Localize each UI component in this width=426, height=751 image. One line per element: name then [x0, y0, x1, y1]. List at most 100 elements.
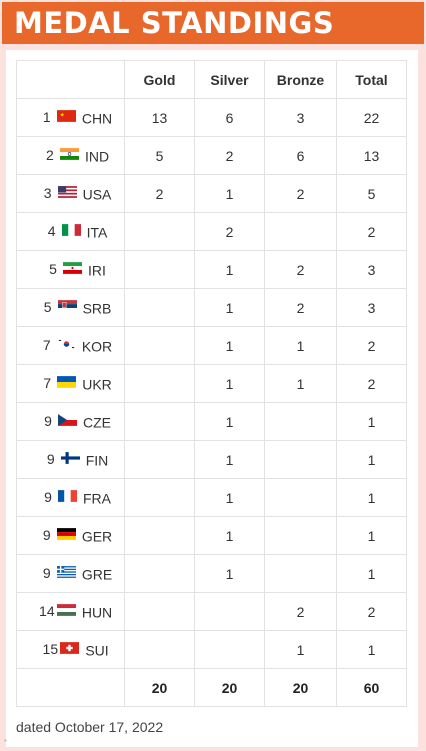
bronze-count [264, 554, 337, 593]
bronze-count: 2 [264, 592, 337, 631]
bronze-count: 3 [264, 98, 337, 137]
silver-count: 1 [194, 440, 265, 479]
gold-count [124, 364, 195, 403]
team-cell: 4 ITA [16, 212, 125, 251]
medal-table: Gold Silver Bronze Total 1 ★ CHN 13 6 3 22 2 IND… [16, 60, 407, 707]
table-row: 5 SRB 1 2 3 [16, 288, 407, 327]
table-row: 2 IND 5 2 6 13 [16, 136, 407, 175]
header-bronze: Bronze [264, 60, 337, 99]
team-cell: 9 GRE [16, 554, 125, 593]
bronze-count: 6 [264, 136, 337, 175]
team-cell: 2 IND [16, 136, 125, 175]
team-cell: 15 SUI [16, 630, 125, 669]
totals-label [16, 668, 125, 707]
country-code: SUI [85, 642, 109, 659]
header-banner: MEDAL STANDINGS [2, 2, 424, 44]
rank: 5 [43, 298, 52, 315]
rank: 4 [47, 222, 56, 239]
silver-count: 1 [194, 364, 265, 403]
total-count: 5 [336, 174, 407, 213]
bronze-count: 2 [264, 250, 337, 289]
team-cell: 5 SRB [16, 288, 125, 327]
bronze-count [264, 478, 337, 517]
team-cell: 14 HUN [16, 592, 125, 631]
gold-count: 2 [124, 174, 195, 213]
silver-count: 2 [194, 136, 265, 175]
bronze-count [264, 440, 337, 479]
gold-count [124, 250, 195, 289]
total-count: 3 [336, 250, 407, 289]
silver-count [194, 592, 265, 631]
page-title: MEDAL STANDINGS [14, 6, 335, 40]
svg-text:★: ★ [60, 113, 65, 119]
silver-count: 1 [194, 250, 265, 289]
team-cell: 3 USA [16, 174, 125, 213]
total-count: 2 [336, 592, 407, 631]
rank: 9 [44, 488, 52, 505]
header-total: Total [336, 60, 407, 99]
total-count: 2 [336, 212, 407, 251]
bronze-count: 2 [264, 288, 337, 327]
rank: 9 [42, 564, 51, 581]
silver-count: 1 [194, 288, 265, 327]
table-row: 9 GRE 1 1 [16, 554, 407, 593]
table-row: 9 FRA 1 1 [16, 478, 407, 517]
bronze-count [264, 516, 337, 555]
rank: 9 [44, 412, 52, 429]
country-code: IND [84, 148, 110, 165]
switzerland-flag-icon [60, 641, 80, 657]
bronze-count: 2 [264, 174, 337, 213]
table-row: 7 UKR 1 1 2 [16, 364, 407, 403]
totals-row: 20 20 20 60 [16, 668, 407, 707]
country-code: IRI [88, 262, 106, 279]
total-count: 3 [336, 288, 407, 327]
gold-count: 5 [124, 136, 195, 175]
gold-count [124, 288, 195, 327]
table-row: 9 GER 1 1 [16, 516, 407, 555]
team-cell: 9 CZE [16, 402, 125, 441]
table-row: 9 FIN 1 1 [16, 440, 407, 479]
total-count: 1 [336, 516, 407, 555]
country-code: USA [82, 186, 112, 203]
table-row: 4 ITA 2 2 [16, 212, 407, 251]
country-code: ITA [86, 224, 108, 241]
gold-count [124, 326, 195, 365]
country-code: GRE [81, 566, 113, 583]
bronze-count: 1 [264, 630, 337, 669]
iran-flag-icon [63, 261, 83, 277]
table-row: 3 USA 2 1 2 5 [16, 174, 407, 213]
header-team [16, 60, 125, 99]
silver-count: 1 [194, 516, 265, 555]
usa-flag-icon [57, 185, 77, 201]
team-cell: 7 KOR [16, 326, 125, 365]
total-all: 60 [336, 668, 407, 707]
country-code: FIN [85, 452, 109, 469]
korea-flag-icon [56, 337, 76, 353]
header-gold: Gold [124, 60, 195, 99]
ukraine-flag-icon [57, 375, 77, 391]
rank: 7 [43, 374, 52, 391]
silver-count [194, 630, 265, 669]
total-count: 1 [336, 478, 407, 517]
gold-count [124, 478, 195, 517]
china-flag-icon: ★ [56, 109, 76, 125]
total-count: 13 [336, 136, 407, 175]
country-code: HUN [81, 604, 113, 621]
table-row: 9 CZE 1 1 [16, 402, 407, 441]
dated-note: dated October 17, 2022 [16, 719, 164, 735]
gold-count [124, 402, 195, 441]
hungary-flag-icon [56, 603, 76, 619]
team-cell: 9 GER [16, 516, 125, 555]
greece-flag-icon [56, 565, 76, 581]
team-cell: 9 FRA [16, 478, 125, 517]
table-row: 15 SUI 1 1 [16, 630, 407, 669]
header-row: Gold Silver Bronze Total [16, 60, 407, 99]
country-code: FRA [83, 490, 111, 507]
silver-count: 1 [194, 478, 265, 517]
total-count: 2 [336, 364, 407, 403]
bronze-count [264, 212, 337, 251]
total-bronze: 20 [264, 668, 337, 707]
gold-count [124, 516, 195, 555]
gold-count [124, 630, 195, 669]
country-code: SRB [82, 300, 112, 317]
